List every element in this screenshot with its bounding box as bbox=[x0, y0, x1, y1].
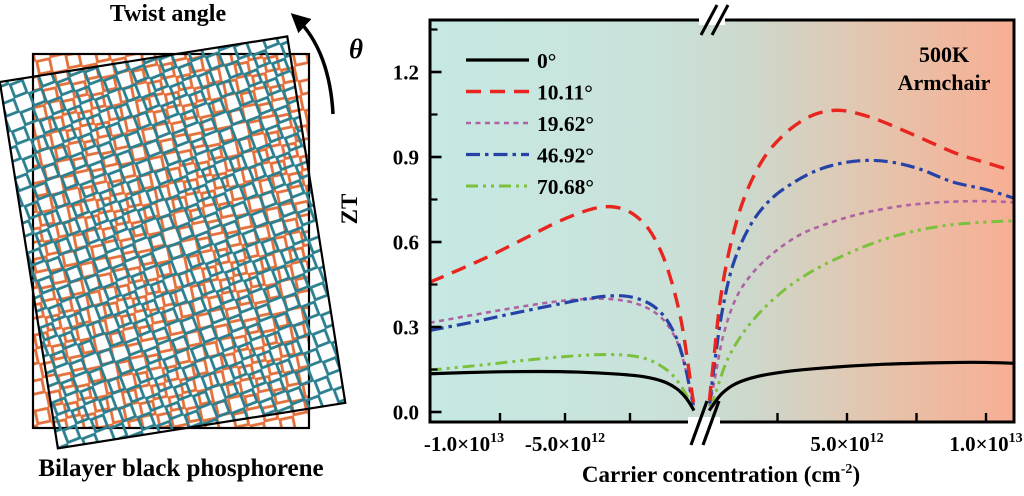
y-tick-label: 1.2 bbox=[393, 61, 419, 85]
break-slash bbox=[699, 4, 719, 36]
y-tick-label: 0.0 bbox=[393, 401, 419, 425]
axis-break-gap bbox=[688, 417, 720, 427]
axis-break-bottom bbox=[688, 400, 721, 446]
curve-70.68° bbox=[430, 352, 694, 409]
plot-background bbox=[430, 20, 1014, 422]
curve-0° bbox=[707, 360, 1014, 412]
axis-labels-group: 0.00.30.60.91.2-1.0×1013 -5.0×1012 5.0×101… bbox=[393, 61, 1023, 456]
curve-10.11° bbox=[707, 108, 1014, 401]
x-tick-exponent: 12 bbox=[591, 431, 605, 446]
legend-label: 19.62° bbox=[537, 112, 594, 136]
break-slash bbox=[701, 400, 721, 446]
legend-label: 70.68° bbox=[537, 175, 594, 199]
bilayer-illustration: Twist angle θ Bilayer black phosphorene bbox=[0, 1, 363, 482]
annotation-temperature: 500K bbox=[919, 42, 969, 67]
break-slash bbox=[710, 4, 730, 36]
x-tick-exponent: 13 bbox=[490, 431, 504, 446]
twist-angle-title: Twist angle bbox=[110, 1, 227, 27]
x-tick-mantissa: 1.0×10 bbox=[949, 432, 1008, 456]
y-tick-label: 0.9 bbox=[393, 146, 419, 170]
y-tick-label: 0.3 bbox=[393, 316, 419, 340]
x-tick-exponent: 13 bbox=[1009, 431, 1023, 446]
x-tick-mantissa: -5.0×10 bbox=[525, 432, 591, 456]
x-tick-mantissa: 5.0×10 bbox=[810, 432, 869, 456]
x-tick-label: 5.0×1012 bbox=[810, 431, 883, 456]
x-tick-label: -5.0×1012 bbox=[525, 431, 605, 456]
x-axis-title: Carrier concentration (cm-2) bbox=[582, 462, 860, 487]
x-tick-label: 1.0×1013 bbox=[949, 431, 1022, 456]
legend-label: 10.11° bbox=[537, 81, 593, 105]
x-tick-label: -1.0×1013 bbox=[424, 431, 504, 456]
curve-19.62° bbox=[708, 199, 1014, 407]
x-tick-exponent: 12 bbox=[870, 431, 884, 446]
theta-symbol: θ bbox=[349, 34, 363, 64]
curve-46.92° bbox=[430, 294, 696, 406]
y-axis-title: ZT bbox=[337, 194, 362, 225]
illustration-caption: Bilayer black phosphorene bbox=[38, 455, 323, 482]
x-tick-mantissa: -1.0×10 bbox=[424, 432, 490, 456]
curve-70.68° bbox=[709, 219, 1014, 409]
y-tick-label: 0.6 bbox=[393, 231, 419, 255]
top-phosphorene-layer bbox=[0, 35, 347, 450]
axis-break-top bbox=[699, 4, 730, 36]
break-slash bbox=[689, 400, 709, 446]
legend-label: 0° bbox=[537, 49, 556, 73]
axis-break-gap bbox=[699, 16, 725, 25]
legend-label: 46.92° bbox=[537, 144, 594, 168]
annotation-direction: Armchair bbox=[898, 70, 991, 95]
ticks-group bbox=[430, 28, 988, 422]
twist-arrow bbox=[290, 13, 335, 115]
curve-0° bbox=[430, 369, 696, 412]
zt-chart: 0.00.30.60.91.2-1.0×1013 -5.0×1012 5.0×101… bbox=[337, 4, 1023, 487]
curves-group bbox=[430, 108, 1014, 412]
legend: 0° 10.11° 19.62° 46.92° 70.68° bbox=[466, 49, 594, 199]
